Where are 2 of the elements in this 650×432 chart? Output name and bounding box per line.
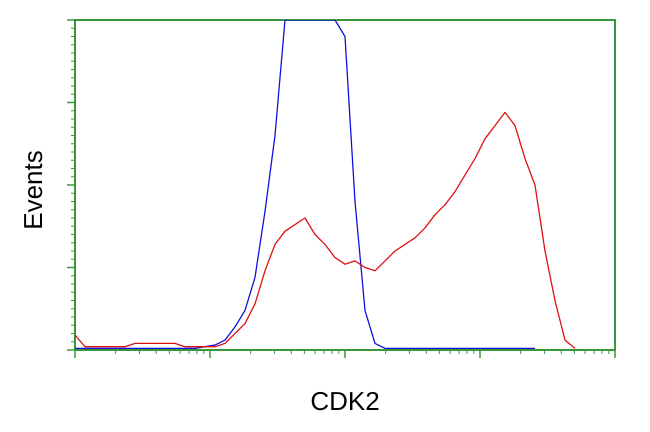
x-axis-title: CDK2 (310, 386, 380, 416)
y-axis-title: Events (18, 150, 48, 230)
